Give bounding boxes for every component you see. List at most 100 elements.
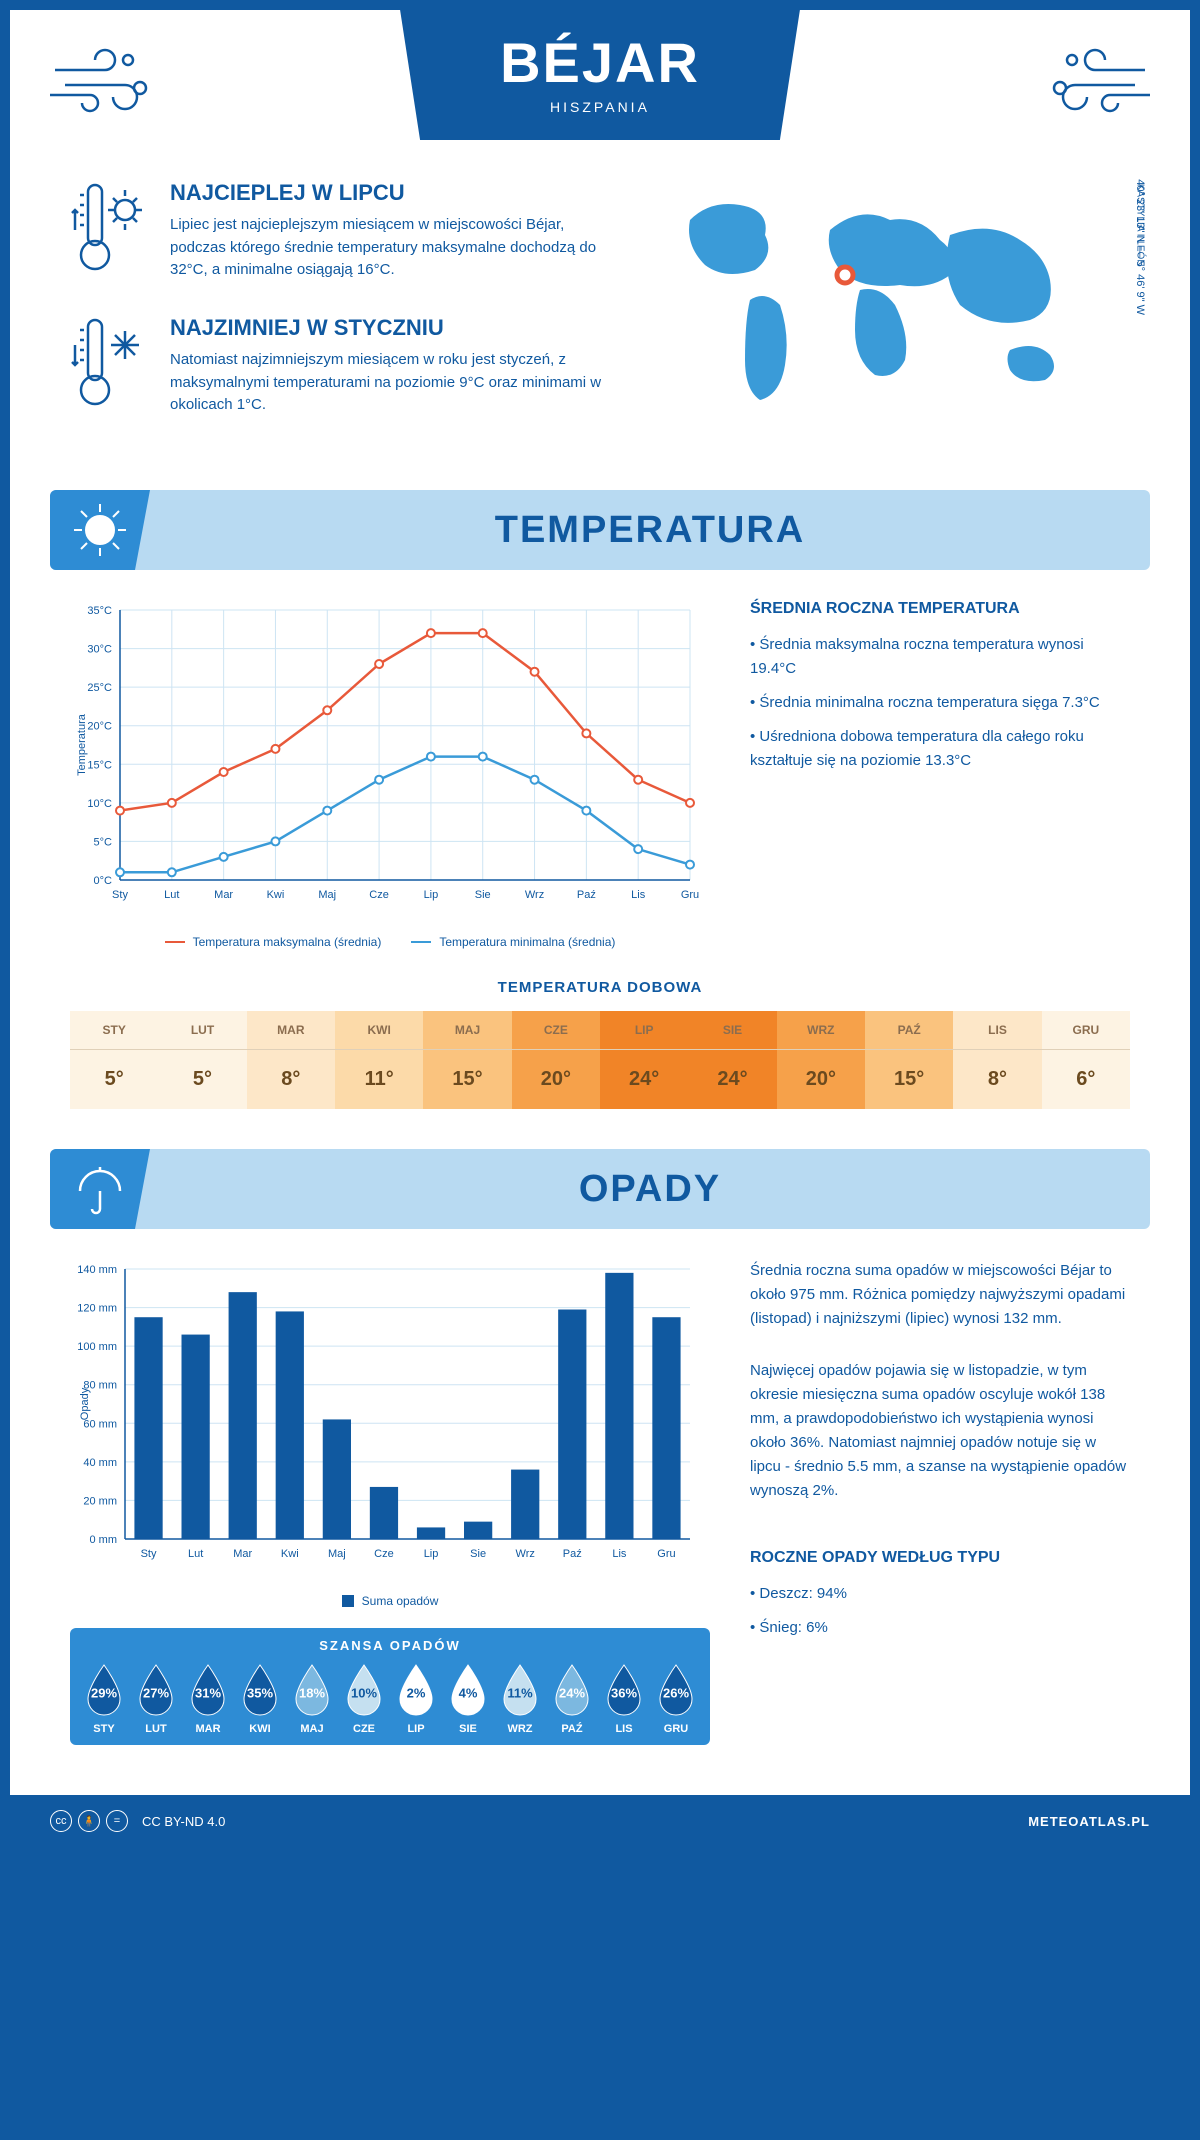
coldest-block: NAJZIMNIEJ W STYCZNIU Natomiast najzimni… xyxy=(70,315,610,420)
temperature-section-header: TEMPERATURA xyxy=(50,490,1150,570)
svg-text:140 mm: 140 mm xyxy=(77,1264,117,1276)
warmest-title: NAJCIEPLEJ W LIPCU xyxy=(170,180,610,206)
precip-chance-panel: SZANSA OPADÓW 29% STY 27% LUT 31% MAR 35… xyxy=(70,1628,710,1745)
brand-label: METEOATLAS.PL xyxy=(1028,1814,1150,1829)
daily-month: STY xyxy=(70,1011,158,1050)
precip-drop: 36% LIS xyxy=(600,1663,648,1735)
svg-text:Temperatura: Temperatura xyxy=(76,713,88,776)
svg-text:20°C: 20°C xyxy=(87,721,112,733)
daily-value: 6° xyxy=(1042,1050,1130,1109)
temp-fact-1: • Średnia maksymalna roczna temperatura … xyxy=(750,633,1130,681)
svg-text:Sie: Sie xyxy=(470,1548,486,1560)
precip-drop: 4% SIE xyxy=(444,1663,492,1735)
thermometer-cold-icon xyxy=(70,315,150,420)
svg-text:Lip: Lip xyxy=(424,1548,439,1560)
daily-value: 8° xyxy=(247,1050,335,1109)
precip-drop: 31% MAR xyxy=(184,1663,232,1735)
svg-text:15°C: 15°C xyxy=(87,759,112,771)
daily-temp-table: TEMPERATURA DOBOWA STYLUTMARKWIMAJCZELIP… xyxy=(10,979,1190,1109)
coldest-text: Natomiast najzimniejszym miesiącem w rok… xyxy=(170,349,610,417)
temp-fact-2: • Średnia minimalna roczna temperatura s… xyxy=(750,691,1130,715)
warmest-text: Lipiec jest najcieplejszym miesiącem w m… xyxy=(170,214,610,282)
svg-text:Kwi: Kwi xyxy=(281,1548,299,1560)
coords-label: 40° 23' 13" N — 5° 46' 9" W xyxy=(1134,179,1146,315)
precip-rain: • Deszcz: 94% xyxy=(750,1582,1130,1606)
country-subtitle: HISZPANIA xyxy=(500,99,700,115)
daily-value: 5° xyxy=(158,1050,246,1109)
svg-text:Kwi: Kwi xyxy=(267,889,285,901)
daily-month: KWI xyxy=(335,1011,423,1050)
precip-legend-label: Suma opadów xyxy=(362,1594,439,1608)
svg-text:30°C: 30°C xyxy=(87,644,112,656)
footer: cc 🧍 = CC BY-ND 4.0 METEOATLAS.PL xyxy=(10,1795,1190,1847)
wind-icon-left xyxy=(50,40,170,120)
wind-icon-right xyxy=(1030,40,1150,120)
svg-text:Maj: Maj xyxy=(328,1548,346,1560)
precipitation-section-header: OPADY xyxy=(50,1149,1150,1229)
daily-month: PAŹ xyxy=(865,1011,953,1050)
precip-type-title: ROCZNE OPADY WEDŁUG TYPU xyxy=(750,1549,1130,1567)
temperature-line-chart: 0°C5°C10°C15°C20°C25°C30°C35°CStyLutMarK… xyxy=(70,600,710,949)
svg-text:Mar: Mar xyxy=(214,889,233,901)
svg-text:120 mm: 120 mm xyxy=(77,1303,117,1315)
svg-text:Lut: Lut xyxy=(164,889,179,901)
daily-month: MAJ xyxy=(423,1011,511,1050)
precip-drop: 35% KWI xyxy=(236,1663,284,1735)
svg-text:0°C: 0°C xyxy=(94,875,113,887)
svg-text:Lip: Lip xyxy=(424,889,439,901)
svg-text:Wrz: Wrz xyxy=(525,889,544,901)
svg-text:Paź: Paź xyxy=(577,889,596,901)
daily-temp-title: TEMPERATURA DOBOWA xyxy=(70,979,1130,996)
precip-snow: • Śnieg: 6% xyxy=(750,1616,1130,1640)
daily-value: 20° xyxy=(777,1050,865,1109)
svg-text:Sty: Sty xyxy=(141,1548,157,1560)
precip-drop: 18% MAJ xyxy=(288,1663,336,1735)
svg-text:0 mm: 0 mm xyxy=(90,1534,118,1546)
daily-value: 8° xyxy=(953,1050,1041,1109)
temperature-title: TEMPERATURA xyxy=(150,509,1150,552)
precipitation-bar-chart: 0 mm20 mm40 mm60 mm80 mm100 mm120 mm140 … xyxy=(70,1259,710,1765)
daily-value: 15° xyxy=(865,1050,953,1109)
svg-text:Lis: Lis xyxy=(612,1548,627,1560)
daily-month: LIS xyxy=(953,1011,1041,1050)
world-map: KASTYLIA I LEÓN 40° 23' 13" N — 5° 46' 9… xyxy=(650,180,1130,450)
precip-drop: 2% LIP xyxy=(392,1663,440,1735)
thermometer-hot-icon xyxy=(70,180,150,285)
svg-text:Opady: Opady xyxy=(79,1387,91,1420)
title-banner: BÉJAR HISZPANIA xyxy=(400,10,800,140)
svg-text:Gru: Gru xyxy=(681,889,699,901)
precip-chance-title: SZANSA OPADÓW xyxy=(80,1638,700,1653)
daily-month: CZE xyxy=(512,1011,600,1050)
warmest-block: NAJCIEPLEJ W LIPCU Lipiec jest najcieple… xyxy=(70,180,610,285)
precip-drop: 24% PAŹ xyxy=(548,1663,596,1735)
header: BÉJAR HISZPANIA xyxy=(10,10,1190,160)
city-title: BÉJAR xyxy=(500,30,700,95)
daily-value: 20° xyxy=(512,1050,600,1109)
temp-chart-legend: Temperatura maksymalna (średnia) Tempera… xyxy=(70,935,710,949)
svg-text:20 mm: 20 mm xyxy=(83,1495,117,1507)
daily-value: 5° xyxy=(70,1050,158,1109)
legend-min: Temperatura minimalna (średnia) xyxy=(439,935,615,949)
daily-value: 11° xyxy=(335,1050,423,1109)
precip-text-2: Najwięcej opadów pojawia się w listopadz… xyxy=(750,1359,1130,1503)
legend-max: Temperatura maksymalna (średnia) xyxy=(193,935,382,949)
daily-value: 24° xyxy=(688,1050,776,1109)
svg-text:Lis: Lis xyxy=(631,889,646,901)
precip-legend: Suma opadów xyxy=(70,1594,710,1608)
precip-drop: 11% WRZ xyxy=(496,1663,544,1735)
svg-text:Sie: Sie xyxy=(475,889,491,901)
precip-text-1: Średnia roczna suma opadów w miejscowośc… xyxy=(750,1259,1130,1331)
daily-value: 24° xyxy=(600,1050,688,1109)
daily-month: SIE xyxy=(688,1011,776,1050)
precip-drop: 27% LUT xyxy=(132,1663,180,1735)
svg-text:Sty: Sty xyxy=(112,889,128,901)
precip-drop: 26% GRU xyxy=(652,1663,700,1735)
license-icons: cc 🧍 = CC BY-ND 4.0 xyxy=(50,1810,225,1832)
daily-value: 15° xyxy=(423,1050,511,1109)
precip-facts: Średnia roczna suma opadów w miejscowośc… xyxy=(750,1259,1130,1765)
svg-text:5°C: 5°C xyxy=(94,836,113,848)
umbrella-icon xyxy=(50,1149,150,1229)
svg-text:Cze: Cze xyxy=(369,889,389,901)
temp-facts-title: ŚREDNIA ROCZNA TEMPERATURA xyxy=(750,600,1130,618)
precip-drop: 10% CZE xyxy=(340,1663,388,1735)
